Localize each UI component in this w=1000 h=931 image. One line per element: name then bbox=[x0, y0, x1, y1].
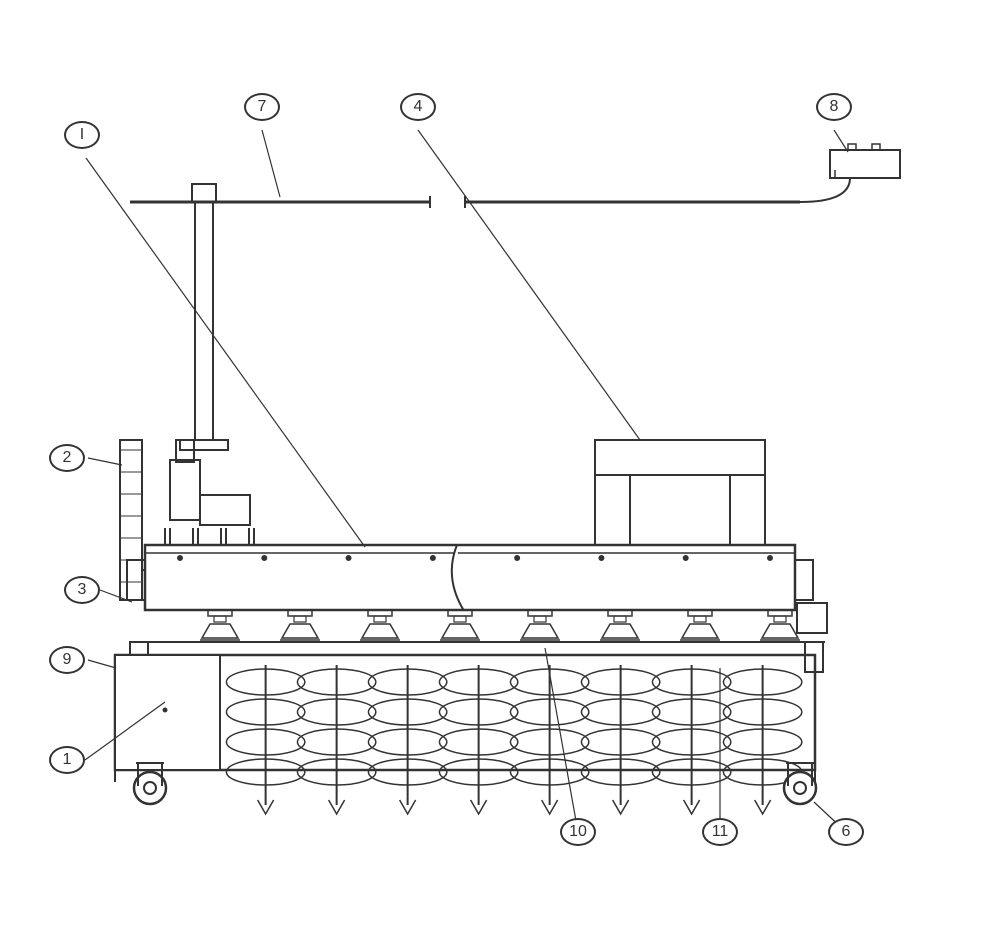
callout-6: 6 bbox=[828, 818, 864, 846]
callout-10: 10 bbox=[560, 818, 596, 846]
callout-2: 2 bbox=[49, 444, 85, 472]
technical-diagram bbox=[0, 0, 1000, 931]
callout-I: I bbox=[64, 121, 100, 149]
callout-4: 4 bbox=[400, 93, 436, 121]
callout-3: 3 bbox=[64, 576, 100, 604]
callout-9: 9 bbox=[49, 646, 85, 674]
callout-8: 8 bbox=[816, 93, 852, 121]
callout-11: 11 bbox=[702, 818, 738, 846]
callout-1: 1 bbox=[49, 746, 85, 774]
diagram-svg bbox=[0, 0, 1000, 931]
callout-7: 7 bbox=[244, 93, 280, 121]
